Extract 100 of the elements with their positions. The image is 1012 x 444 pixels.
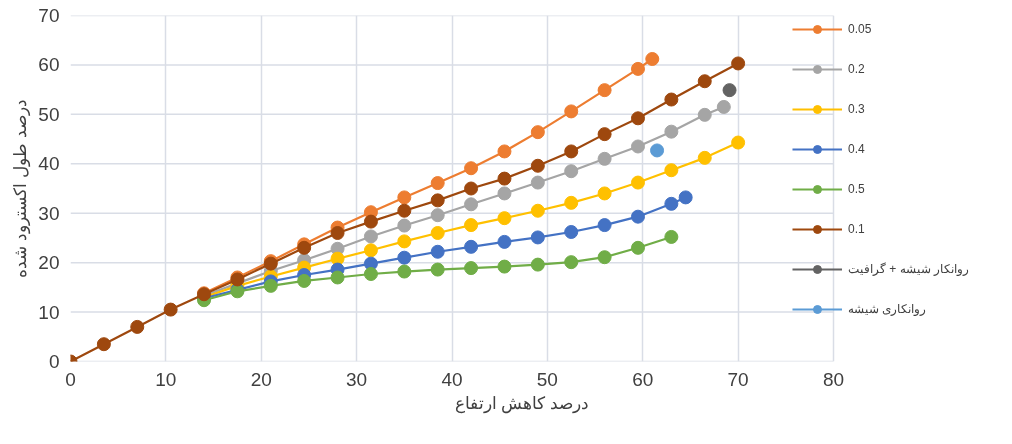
- point: [630, 175, 645, 190]
- point: [130, 319, 145, 334]
- point: [530, 125, 545, 140]
- point: [430, 193, 445, 208]
- point: [630, 61, 645, 76]
- point: [678, 190, 693, 205]
- point: [430, 262, 445, 277]
- x-tick-label: 50: [536, 368, 558, 390]
- point: [430, 176, 445, 191]
- point: [564, 164, 579, 179]
- legend-label: 0.05: [847, 22, 872, 36]
- point: [630, 209, 645, 224]
- legend-label: 0.2: [847, 62, 866, 76]
- point: [664, 92, 679, 107]
- point: [530, 175, 545, 190]
- point: [597, 127, 612, 142]
- point: [497, 186, 512, 201]
- point: [630, 111, 645, 126]
- y-tick-label: 70: [38, 5, 60, 26]
- point: [163, 302, 178, 317]
- legend-label: 0.1: [847, 222, 866, 236]
- point: [731, 56, 746, 71]
- point: [716, 99, 731, 114]
- point: [330, 226, 345, 240]
- x-tick-label: 70: [727, 368, 749, 390]
- point: [497, 211, 512, 226]
- point: [564, 255, 579, 270]
- point: [397, 250, 412, 265]
- legend-label: 0.4: [847, 142, 866, 156]
- point: [397, 218, 412, 233]
- point: [530, 203, 545, 218]
- point: [96, 337, 111, 352]
- point: [464, 261, 479, 276]
- x-tick-label: 20: [250, 368, 272, 390]
- point: [397, 234, 412, 249]
- y-tick-label: 60: [38, 54, 60, 76]
- x-axis-title: درصد کاهش ارتفاع: [454, 393, 590, 414]
- point: [363, 267, 378, 281]
- point: [363, 229, 378, 244]
- x-tick-label: 10: [155, 368, 177, 390]
- point: [650, 143, 665, 158]
- point: [630, 240, 645, 255]
- point: [697, 74, 712, 89]
- point: [397, 190, 412, 205]
- point: [630, 139, 645, 154]
- y-tick-label: 30: [38, 202, 60, 224]
- point: [430, 208, 445, 223]
- x-tick-label: 60: [632, 368, 654, 390]
- point: [664, 229, 679, 244]
- point: [464, 239, 479, 254]
- point: [664, 124, 679, 139]
- point: [497, 234, 512, 249]
- point: [497, 171, 512, 186]
- point: [397, 264, 412, 279]
- y-tick-label: 20: [38, 252, 60, 274]
- point: [664, 163, 679, 178]
- point: [464, 181, 479, 196]
- x-tick-label: 80: [822, 368, 845, 390]
- legend-label: 0.5: [847, 182, 866, 196]
- point: [731, 135, 746, 150]
- point: [464, 161, 479, 176]
- point: [397, 203, 412, 218]
- point: [597, 151, 612, 166]
- legend-label: روانکاری شیشه: [847, 302, 927, 316]
- legend-label: 0.3: [847, 102, 866, 116]
- y-tick-label: 0: [48, 351, 60, 372]
- point: [430, 226, 445, 240]
- legend-label: روانکار شیشه + گرافیت: [847, 262, 969, 276]
- point: [464, 197, 479, 212]
- point: [330, 270, 345, 285]
- y-tick-label: 10: [38, 301, 60, 323]
- x-tick-label: 0: [65, 368, 76, 390]
- point: [645, 52, 660, 66]
- point: [664, 196, 679, 211]
- point: [564, 144, 579, 159]
- point: [722, 83, 737, 98]
- point: [297, 273, 312, 288]
- point: [564, 195, 579, 210]
- point: [597, 83, 612, 98]
- point: [597, 250, 612, 265]
- point: [597, 218, 612, 233]
- point: [530, 158, 545, 173]
- point: [597, 186, 612, 201]
- point: [697, 150, 712, 165]
- y-axis-title: درصد طول اکسترود شده: [11, 99, 32, 278]
- point: [697, 107, 712, 122]
- x-tick-label: 40: [441, 368, 463, 390]
- point: [430, 244, 445, 259]
- point: [363, 214, 378, 229]
- point: [497, 144, 512, 159]
- point: [564, 225, 579, 239]
- x-tick-label: 30: [346, 368, 368, 390]
- point: [263, 278, 278, 293]
- point: [497, 259, 512, 274]
- y-tick-label: 40: [38, 153, 60, 175]
- y-tick-label: 50: [38, 103, 60, 125]
- point: [530, 230, 545, 245]
- point: [464, 218, 479, 233]
- point: [363, 243, 378, 258]
- point: [530, 257, 545, 272]
